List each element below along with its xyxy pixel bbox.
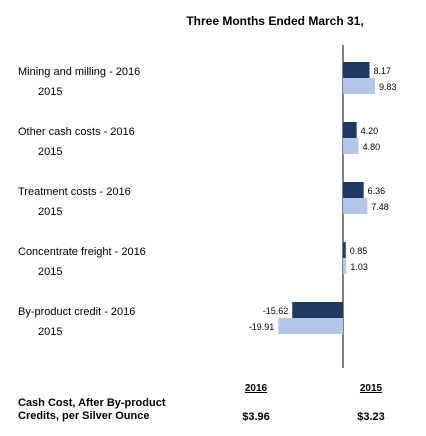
footer-label: Cash Cost, After By-product Credits, per… [18,397,166,422]
data-label: 8.17 [374,66,392,76]
footer-value-2015: $3.23 [357,411,385,423]
category-label: Concentrate freight - 2016 [18,246,146,258]
data-label: 0.85 [350,246,368,256]
category-label: Other cash costs - 2016 [18,126,135,138]
category-label: Treatment costs - 2016 [18,186,131,198]
bar [292,302,343,318]
category-sublabel: 2015 [38,146,63,158]
bar [278,318,343,334]
footer-value-2016: $3.96 [242,411,270,423]
bar [343,138,359,154]
bar [343,198,368,214]
bar [343,242,346,258]
data-label: 7.48 [371,202,389,212]
category-sublabel: 2015 [38,326,63,338]
category-label: By-product credit - 2016 [18,306,136,318]
data-label: 1.03 [350,262,368,272]
data-label: 4.20 [361,126,379,136]
category-sublabel: 2015 [38,86,63,98]
footer-col-2016: 2016 [244,383,268,394]
bar [343,258,347,274]
data-label: -19.91 [249,322,275,332]
bar [343,78,375,94]
bar [343,182,364,198]
data-label: 6.36 [368,186,386,196]
category-sublabel: 2015 [38,266,63,278]
chart-title: Three Months Ended March 31, [186,14,364,28]
data-label: 9.83 [379,82,397,92]
bar [343,122,357,138]
footer-col-2015: 2015 [359,383,383,394]
category-sublabel: 2015 [38,206,63,218]
category-label: Mining and milling - 2016 [18,66,141,78]
data-label: 4.80 [363,142,381,152]
bar [343,62,370,78]
data-label: -15.62 [263,306,289,316]
